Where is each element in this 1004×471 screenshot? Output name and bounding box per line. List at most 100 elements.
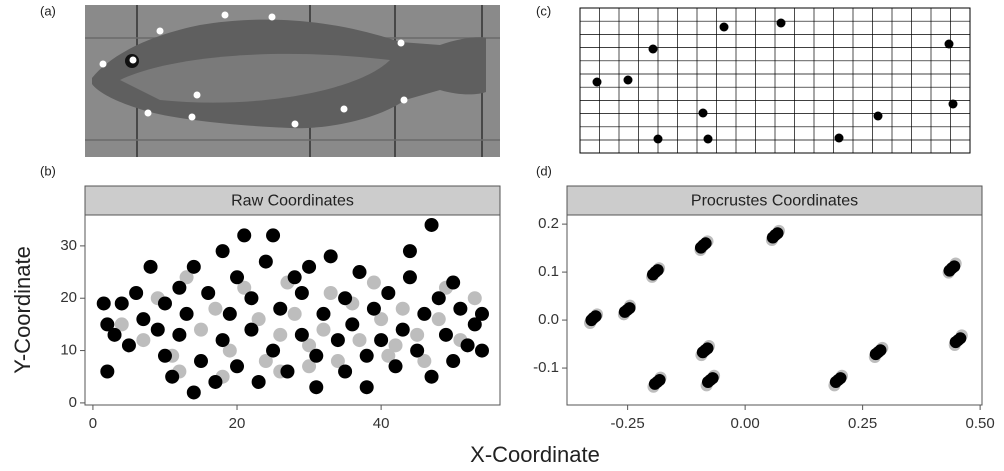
point [952,334,965,347]
point [388,338,403,353]
point [114,296,129,311]
point [222,306,237,321]
point [309,380,324,395]
point [649,266,662,279]
point [352,265,367,280]
point [872,346,885,359]
strip [566,185,983,216]
point [121,338,136,353]
point [381,348,396,363]
point [193,322,208,337]
point [100,317,115,332]
point [316,306,331,321]
point [338,364,353,379]
specimen-photo [85,5,500,157]
x-tick-label: 0.00 [731,415,760,432]
point [273,301,288,316]
point [467,317,482,332]
point [395,301,410,316]
plot-border [84,214,501,406]
y-tick-label: 0 [69,394,77,411]
point [172,280,187,295]
point [945,262,958,275]
point [474,306,489,321]
x-tick-label: -0.25 [611,415,645,432]
point [244,322,259,337]
point [193,354,208,369]
point [309,348,324,363]
point [453,301,468,316]
point [150,322,165,337]
point [381,285,396,300]
point [388,359,403,374]
point [699,344,712,357]
point [424,217,439,232]
strip-title: Procrustes Coordinates [691,193,858,210]
point [201,285,216,300]
point [294,327,309,342]
point [832,374,845,387]
point [215,333,230,348]
point [157,296,172,311]
point [330,333,345,348]
point [323,249,338,264]
point [237,280,252,295]
point [402,270,417,285]
configuration-grid [579,7,971,154]
point [345,317,360,332]
point [302,259,317,274]
point [621,304,634,316]
plot-panel [567,215,982,405]
point [330,354,345,369]
fish-belly [120,53,390,103]
point [697,239,710,252]
strip-title: Raw Coordinates [231,193,354,210]
point [417,306,432,321]
point [258,354,273,369]
y-axis-title: Y-Coordinate [10,246,35,374]
y-tick-label: -0.1 [533,359,559,376]
point [302,359,317,374]
x-tick-label: 0.50 [966,415,995,432]
point [273,327,288,342]
point [467,291,482,306]
point [359,348,374,363]
point [316,322,331,337]
point [230,270,245,285]
y-tick-label: 10 [60,342,77,359]
x-tick-label: 40 [373,415,390,432]
point [251,374,266,389]
point [651,375,664,388]
x-tick-label: 0.25 [848,415,877,432]
point [446,354,461,369]
point [474,343,489,358]
point [230,359,245,374]
point [410,343,425,358]
point [769,229,782,242]
point [244,291,259,306]
x-tick-label: 20 [229,415,246,432]
panel-label: (b) [40,163,56,178]
point [280,364,295,379]
point [704,374,717,387]
point [294,285,309,300]
point [266,228,281,243]
landmarks [99,11,408,128]
point [215,244,230,259]
point [107,327,122,342]
point [359,380,374,395]
x-tick-label: 0 [89,415,97,432]
y-tick-label: 0.1 [538,263,559,280]
point [186,385,201,400]
point [424,369,439,384]
point [417,354,432,369]
point [287,306,302,321]
configuration-landmarks [592,18,958,144]
point [96,296,111,311]
strip [84,185,501,216]
point [100,364,115,379]
point [402,244,417,259]
point [251,312,266,327]
y-tick-label: 0.0 [538,311,559,328]
point [266,343,281,358]
